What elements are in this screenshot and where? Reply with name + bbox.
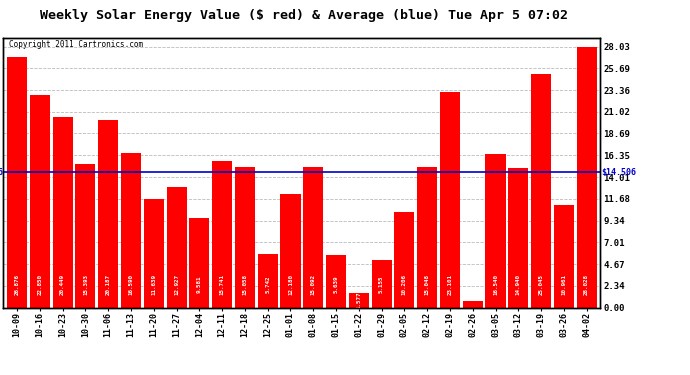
Text: 23.101: 23.101 [447,274,453,295]
Bar [212,161,232,308]
Bar [121,153,141,308]
Text: 11.639: 11.639 [151,274,157,295]
Text: 20.187: 20.187 [106,274,110,295]
Text: 15.741: 15.741 [219,274,225,295]
Bar [166,187,186,308]
Text: 15.092: 15.092 [310,274,316,295]
Text: $14.506: $14.506 [0,168,3,177]
Bar [486,153,506,308]
Bar [75,164,95,308]
Text: 1.577: 1.577 [356,291,362,309]
Text: 12.180: 12.180 [288,274,293,295]
Text: 9.581: 9.581 [197,276,202,293]
Text: 12.927: 12.927 [174,274,179,295]
Bar [98,120,118,308]
Bar [349,293,369,308]
Text: 10.961: 10.961 [562,274,566,295]
Bar [372,260,392,308]
Bar [303,167,324,308]
Bar [326,255,346,308]
Bar [7,57,27,308]
Text: 5.639: 5.639 [333,276,339,293]
Text: 28.028: 28.028 [584,274,589,295]
Bar [577,46,597,308]
Bar [531,74,551,307]
Text: 20.449: 20.449 [60,274,65,295]
Bar [509,168,529,308]
Text: 25.045: 25.045 [539,274,544,295]
Text: Copyright 2011 Cartronics.com: Copyright 2011 Cartronics.com [10,40,144,49]
Bar [257,254,278,308]
Bar [30,95,50,308]
Bar [440,92,460,308]
Text: 15.048: 15.048 [424,274,430,295]
Text: 16.590: 16.590 [128,274,134,295]
Text: 14.940: 14.940 [516,274,521,295]
Text: 16.540: 16.540 [493,274,498,295]
Text: 5.742: 5.742 [265,276,270,293]
Bar [280,194,301,308]
Bar [554,206,574,308]
Bar [144,199,164,308]
Bar [52,117,72,308]
Text: $14.506: $14.506 [601,168,636,177]
Bar [463,301,483,307]
Bar [189,218,209,308]
Text: 10.206: 10.206 [402,274,407,295]
Text: 15.393: 15.393 [83,274,88,295]
Bar [417,167,437,308]
Text: 5.155: 5.155 [379,276,384,293]
Bar [235,167,255,308]
Text: 26.876: 26.876 [14,274,19,295]
Text: 22.850: 22.850 [37,274,42,295]
Text: Weekly Solar Energy Value ($ red) & Average (blue) Tue Apr 5 07:02: Weekly Solar Energy Value ($ red) & Aver… [39,9,568,22]
Bar [395,213,415,308]
Text: 15.058: 15.058 [242,274,248,295]
